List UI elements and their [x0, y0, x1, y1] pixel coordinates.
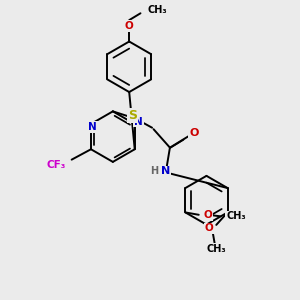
Text: O: O [125, 21, 134, 31]
Text: H: H [150, 166, 158, 176]
Text: CF₃: CF₃ [47, 160, 66, 170]
Text: CH₃: CH₃ [206, 244, 226, 254]
Text: N: N [134, 117, 143, 127]
Text: N: N [88, 122, 97, 132]
Text: S: S [128, 109, 137, 122]
Text: O: O [203, 210, 212, 220]
Text: CH₃: CH₃ [226, 211, 246, 221]
Text: O: O [205, 224, 213, 233]
Text: CH₃: CH₃ [147, 5, 167, 15]
Text: O: O [189, 128, 198, 138]
Text: N: N [161, 167, 170, 176]
